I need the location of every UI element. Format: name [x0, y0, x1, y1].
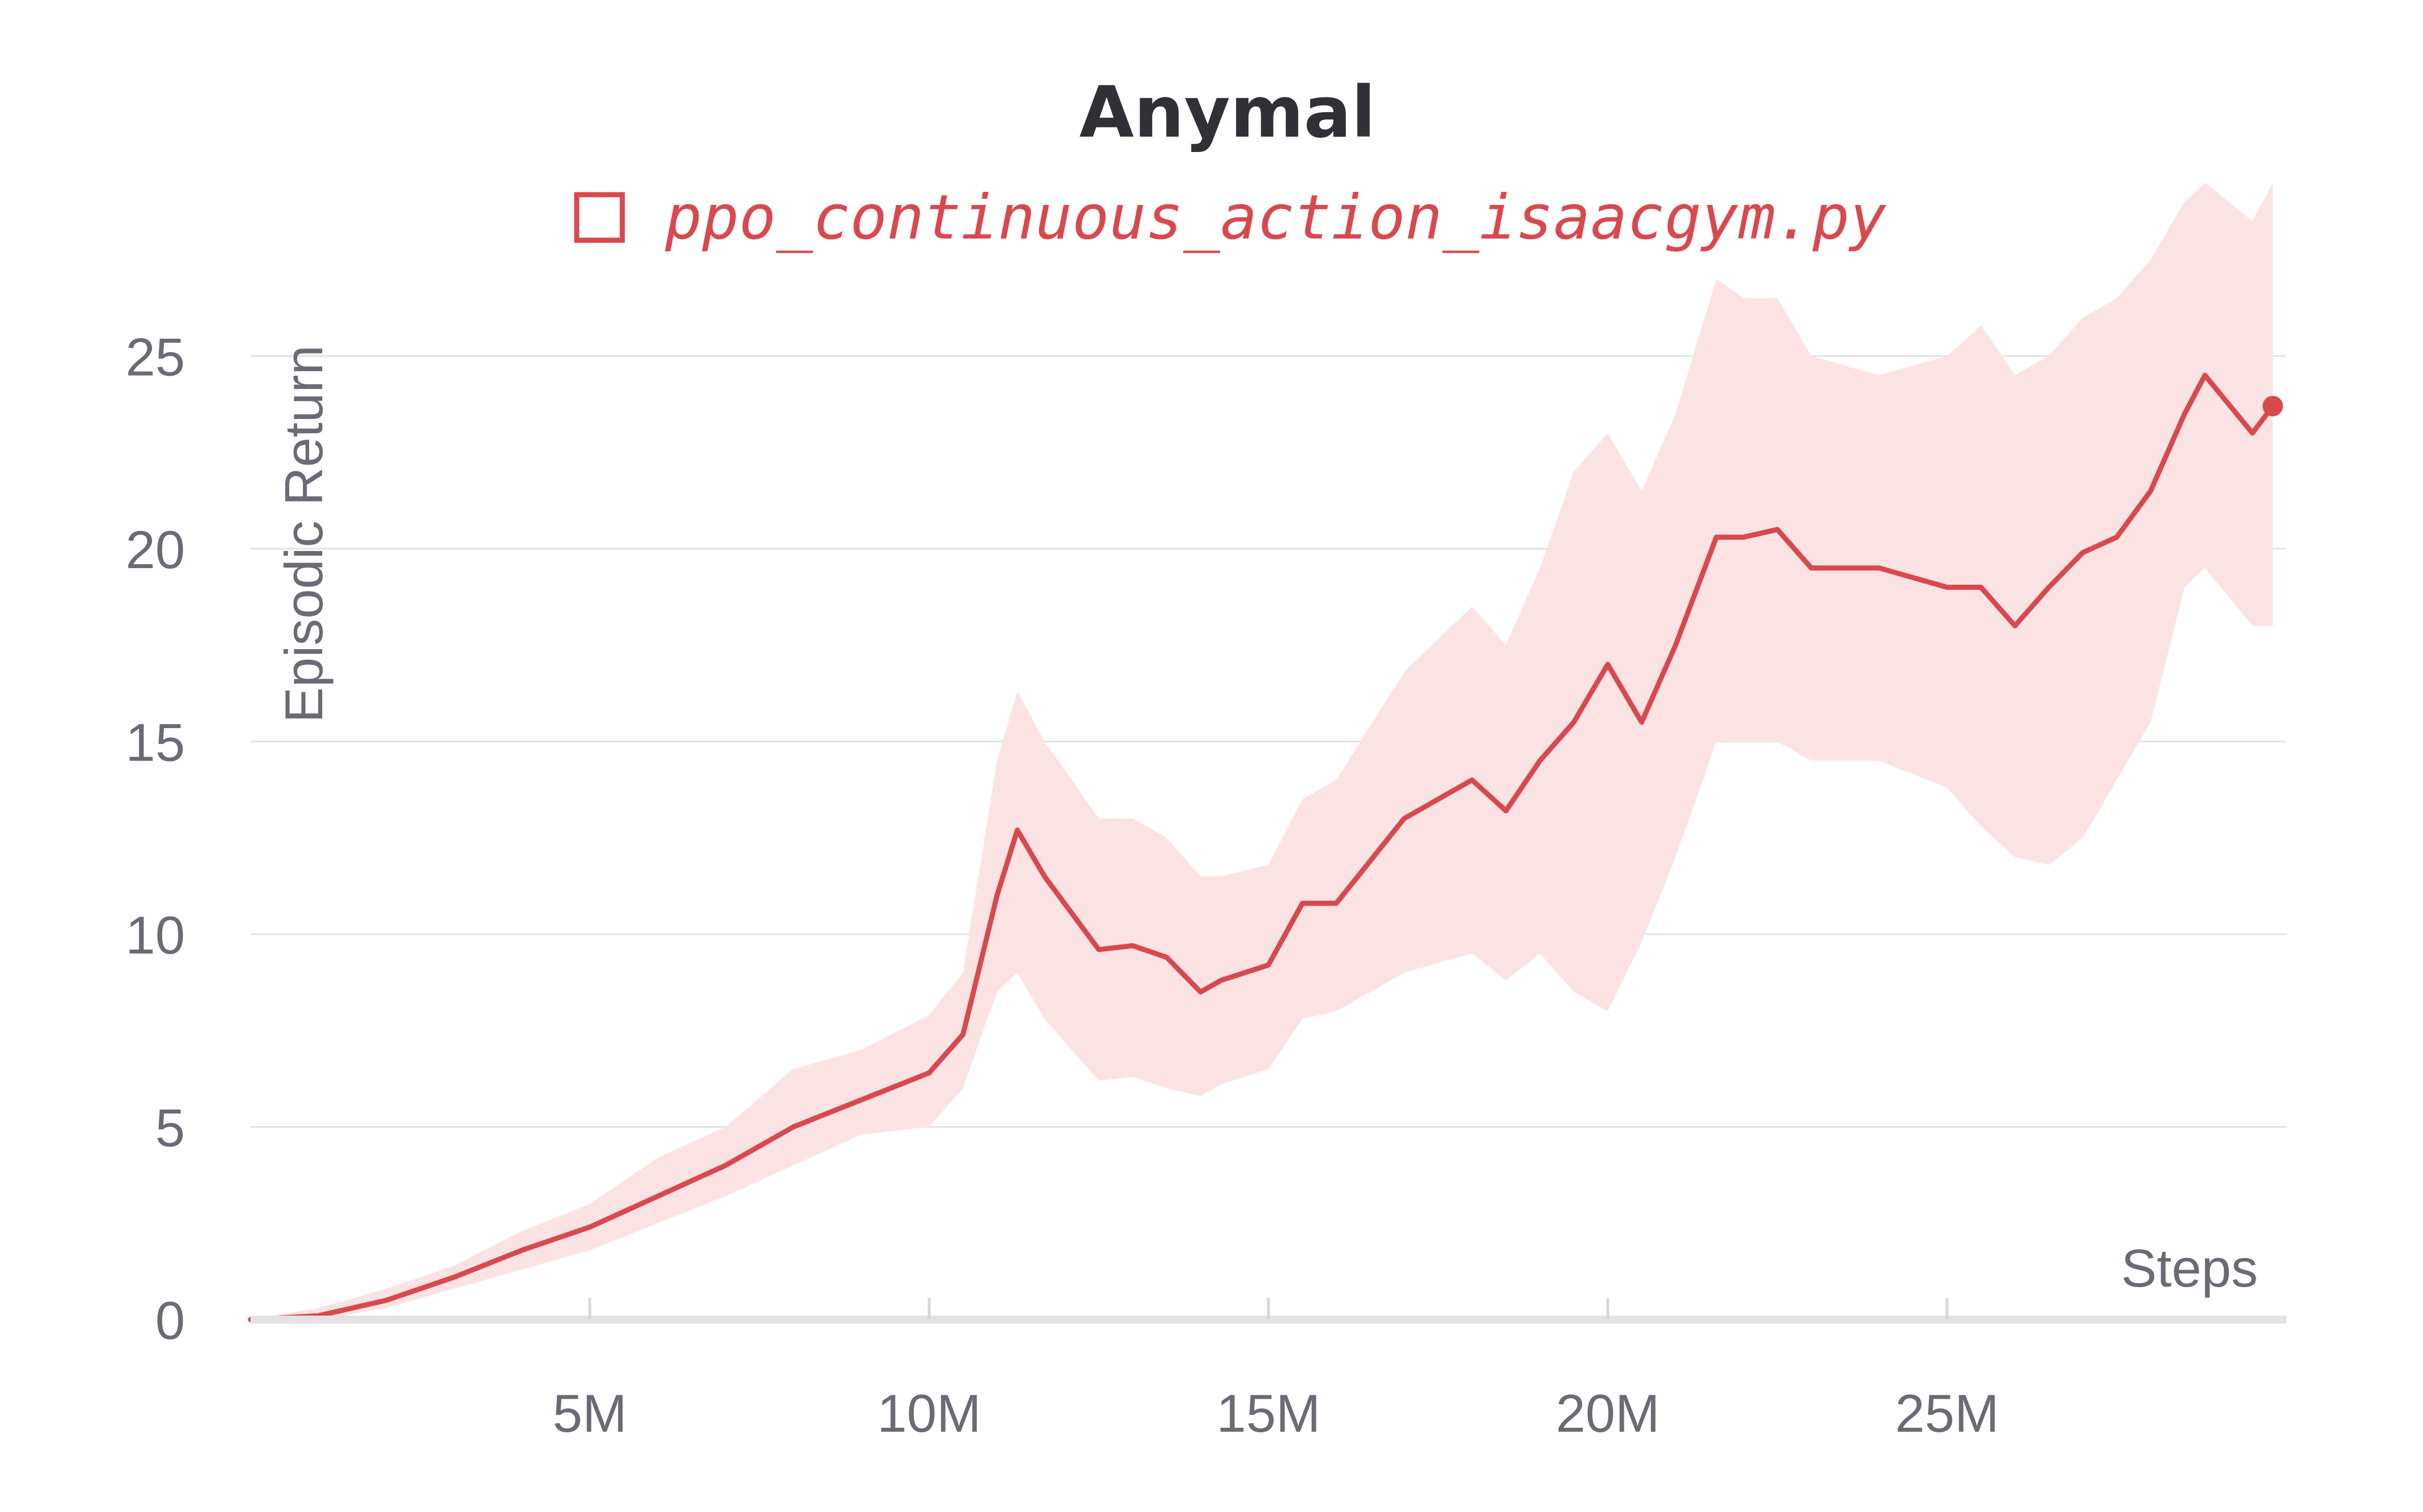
- y-tick-label-10: 10: [125, 905, 185, 965]
- y-tick-label-0: 0: [155, 1291, 185, 1350]
- confidence-band: [250, 182, 2273, 1320]
- legend-swatch: [574, 192, 625, 243]
- x-axis-ticks: 5M 10M 15M 20M 25M: [553, 1298, 1999, 1443]
- x-tick-label-5M: 5M: [553, 1383, 627, 1443]
- legend-label: ppo_continuous_action_isaacgym.py: [664, 182, 1887, 253]
- x-tick-label-15M: 15M: [1217, 1383, 1321, 1443]
- y-tick-label-15: 15: [125, 712, 185, 772]
- y-axis-ticks: 0 5 10 15 20 25: [125, 327, 185, 1350]
- x-tick-label-25M: 25M: [1895, 1383, 1999, 1443]
- chart-title: Anymal: [1079, 72, 1375, 154]
- confidence-band-layer: [250, 182, 2273, 1320]
- series-line: [248, 372, 2276, 1322]
- y-tick-label-25: 25: [125, 327, 185, 387]
- legend[interactable]: ppo_continuous_action_isaacgym.py: [574, 182, 1887, 253]
- x-axis-label: Steps: [2121, 1238, 2258, 1298]
- x-tick-label-20M: 20M: [1556, 1383, 1660, 1443]
- y-tick-label-20: 20: [125, 520, 185, 580]
- x-tick-label-10M: 10M: [877, 1383, 981, 1443]
- series-line-layer: [248, 372, 2284, 1322]
- y-axis-label: Episodic Return: [274, 345, 334, 723]
- y-tick-label-5: 5: [155, 1098, 185, 1157]
- series-end-point: [2262, 396, 2284, 417]
